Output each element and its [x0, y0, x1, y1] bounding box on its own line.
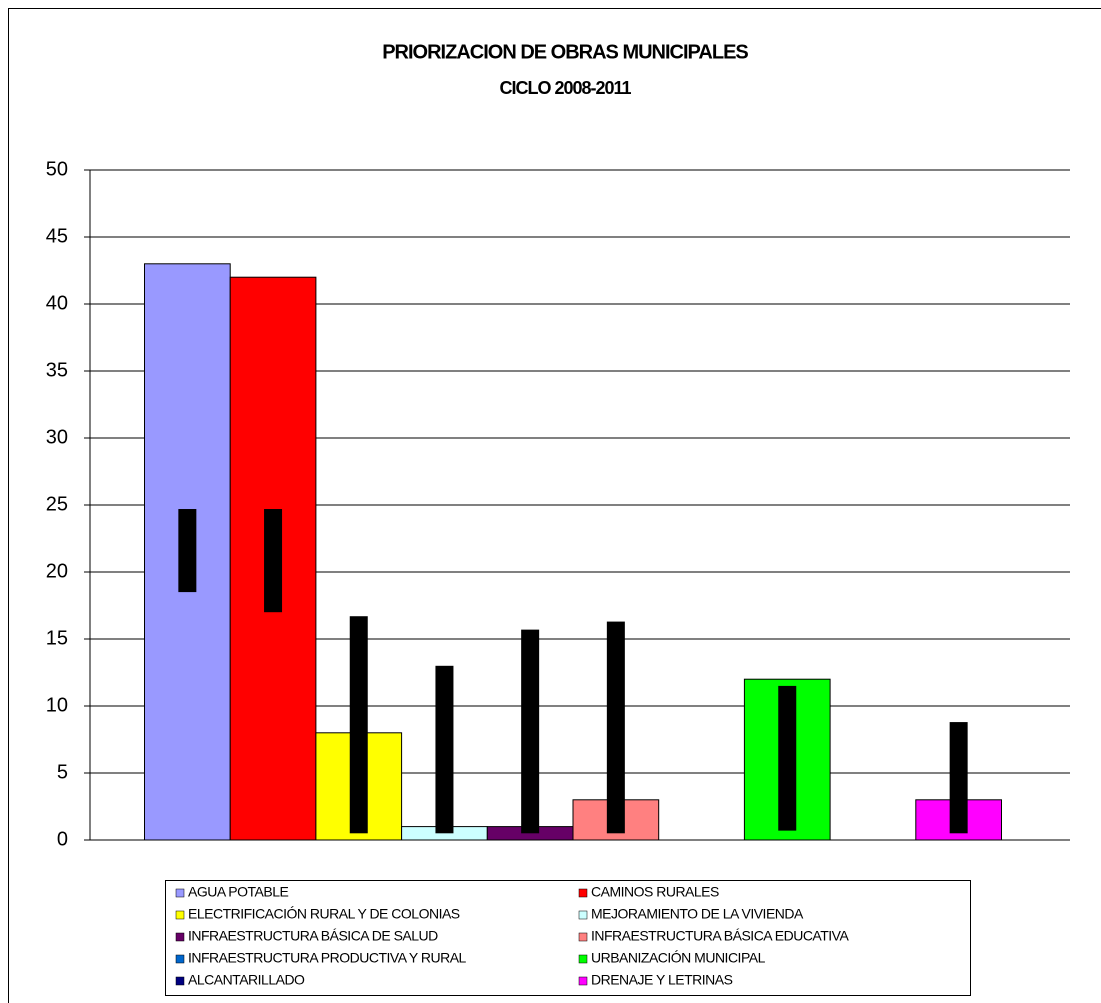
range-bar	[949, 722, 968, 834]
legend-swatch	[175, 954, 185, 964]
legend-label: DRENAJE Y LETRINAS	[591, 972, 733, 988]
y-tick-label: 40	[46, 292, 68, 314]
legend-label: AGUA POTABLE	[188, 884, 288, 900]
range-bar	[349, 616, 368, 834]
legend-label: INFRAESTRUCTURA BÁSICA EDUCATIVA	[591, 928, 849, 944]
y-tick-label: 20	[46, 560, 68, 582]
chart-subtitle: CICLO 2008-2011	[499, 78, 631, 98]
legend-label: INFRAESTRUCTURA BÁSICA DE SALUD	[188, 928, 438, 944]
range-bar	[178, 509, 197, 593]
chart-title: PRIORIZACION DE OBRAS MUNICIPALES	[382, 41, 748, 63]
legend-label: ALCANTARILLADO	[188, 972, 305, 988]
legend-swatch	[175, 888, 185, 898]
range-bar	[264, 509, 283, 613]
range-bar	[606, 621, 625, 834]
legend-swatch	[578, 932, 588, 942]
y-tick-label: 0	[57, 828, 68, 850]
legend-swatch	[175, 910, 185, 920]
legend-label: INFRAESTRUCTURA PRODUCTIVA Y RURAL	[188, 950, 467, 966]
y-tick-label: 25	[46, 493, 68, 515]
legend-swatch	[578, 910, 588, 920]
range-bar	[435, 665, 454, 834]
legend-label: URBANIZACIÓN MUNICIPAL	[591, 950, 766, 966]
legend-swatch	[578, 888, 588, 898]
legend-swatch	[175, 976, 185, 986]
y-tick-label: 35	[46, 359, 68, 381]
y-tick-label: 50	[46, 158, 68, 180]
y-tick-label: 5	[57, 761, 68, 783]
y-tick-label: 10	[46, 694, 68, 716]
legend-swatch	[578, 976, 588, 986]
legend-label: ELECTRIFICACIÓN RURAL Y DE COLONIAS	[188, 906, 460, 922]
legend-label: MEJORAMIENTO DE LA VIVIENDA	[591, 906, 804, 922]
legend-swatch	[175, 932, 185, 942]
y-tick-label: 45	[46, 225, 68, 247]
y-tick-label: 30	[46, 426, 68, 448]
range-bar	[521, 629, 540, 834]
y-tick-label: 15	[46, 627, 68, 649]
legend-swatch	[578, 954, 588, 964]
legend-box	[165, 880, 971, 996]
range-bar	[778, 685, 797, 831]
legend-label: CAMINOS RURALES	[591, 884, 719, 900]
